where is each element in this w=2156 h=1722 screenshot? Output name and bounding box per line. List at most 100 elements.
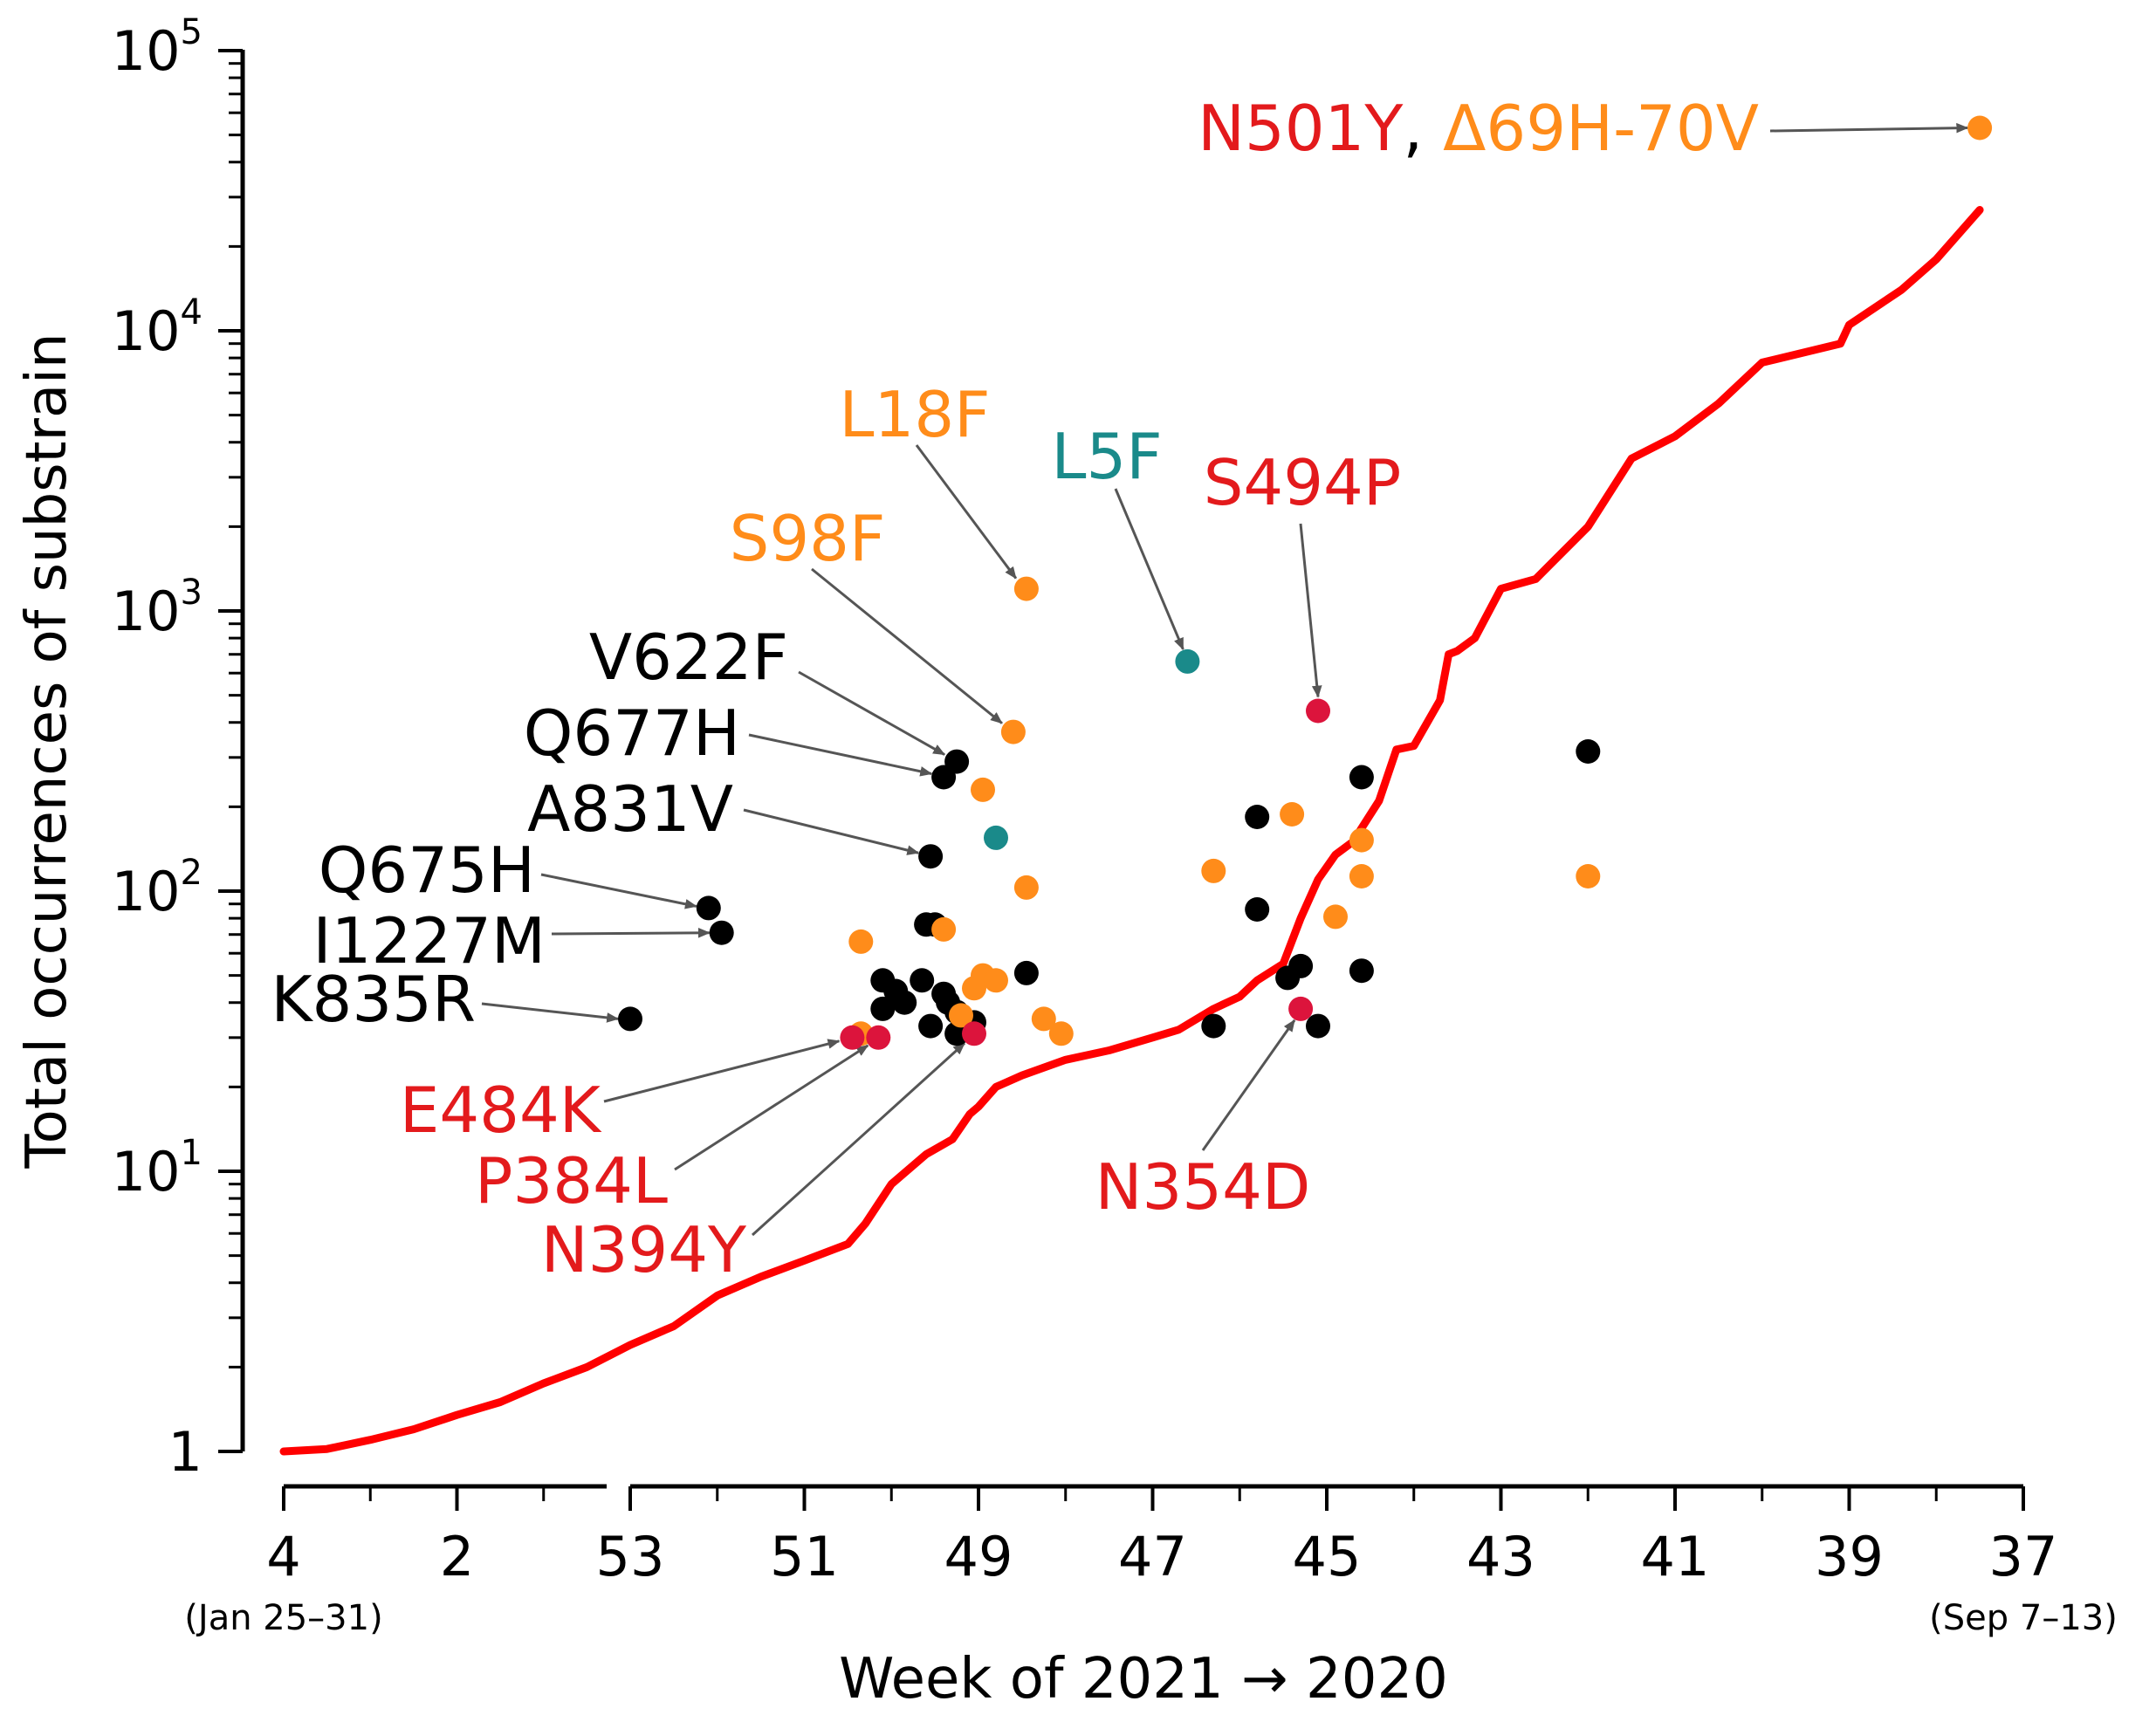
data-point-black — [944, 1021, 970, 1046]
annotation-arrow — [811, 567, 1003, 724]
annotation-arrow — [915, 444, 1018, 580]
data-point-orange — [949, 1003, 973, 1028]
data-point-black — [1245, 897, 1270, 922]
data-point-orange — [1048, 1021, 1074, 1046]
data-point-black — [1201, 1013, 1226, 1039]
annotation-n501y-part: N501Y — [1198, 92, 1404, 165]
annotation-arrow — [603, 1039, 841, 1103]
y-tick-base: 10 — [112, 580, 181, 643]
annotation-arrow — [1201, 1019, 1296, 1151]
annotation-n394y: N394Y — [541, 1213, 747, 1286]
annotation-arrow — [551, 928, 711, 938]
annotation-arrow — [743, 808, 920, 855]
x-tick-label: 39 — [1815, 1525, 1884, 1588]
annotation-n501y-d69h70v: N501Y, Δ69H-70V — [1198, 92, 1759, 165]
x-sublabel-first: (Jan 25–31) — [184, 1598, 382, 1638]
y-tick-base: 10 — [112, 860, 181, 923]
data-point-black — [1288, 953, 1314, 978]
annotation-arrow — [674, 1044, 869, 1171]
data-point-black — [1349, 765, 1374, 790]
annotation-d69h70v-part: Δ69H-70V — [1443, 92, 1759, 165]
x-tick-label: 43 — [1466, 1525, 1535, 1588]
x-tick-label: 2 — [440, 1525, 474, 1588]
data-point-orange — [962, 976, 986, 1001]
data-point-orange — [971, 777, 995, 802]
x-tick-label: 37 — [1989, 1525, 2058, 1588]
x-sublabel-last: (Sep 7–13) — [1929, 1598, 2118, 1638]
data-point-orange — [1013, 875, 1039, 900]
data-point-black — [1245, 805, 1270, 829]
point-k835r — [618, 1006, 642, 1032]
x-ticks: 4 2 53 51 49 47 45 43 41 39 37 — [266, 1486, 2057, 1588]
annotation-a831v: A831V — [527, 772, 733, 846]
y-tick-label: 105 — [112, 12, 203, 83]
annotation-comma: , — [1403, 92, 1443, 165]
y-tick-base: 10 — [112, 299, 181, 363]
data-point-orange — [1349, 864, 1374, 888]
annotation-q675h: Q675H — [319, 834, 535, 907]
data-point-orange — [1031, 1006, 1056, 1032]
point-q677h — [931, 765, 957, 790]
x-tick-label: 53 — [596, 1525, 665, 1588]
y-tick-label: 103 — [112, 573, 203, 643]
point-p384l — [866, 1025, 891, 1050]
data-point-black — [918, 1013, 944, 1039]
y-tick-base: 10 — [112, 1140, 181, 1204]
curve-layer — [279, 206, 1984, 1456]
y-tick-base: 1 — [168, 1420, 203, 1484]
annotation-arrow — [540, 873, 697, 909]
y-tick-exponent: 5 — [181, 12, 203, 52]
data-point-black — [910, 968, 935, 993]
point-s98f — [1000, 719, 1026, 744]
data-point-teal — [984, 825, 1008, 850]
data-point-black — [1013, 960, 1039, 985]
point-n501y-69h-70v — [1967, 115, 1993, 141]
point-s494p — [1306, 698, 1330, 724]
y-tick-exponent: 2 — [181, 853, 203, 893]
point-a831v — [918, 844, 944, 869]
x-tick-label: 47 — [1118, 1525, 1187, 1588]
annotation-l5f: L5F — [1051, 420, 1162, 493]
annotation-arrow — [748, 733, 933, 777]
annotation-s98f: S98F — [730, 502, 886, 575]
y-tick-base: 10 — [112, 19, 181, 83]
point-n354d — [1288, 996, 1314, 1021]
data-point-orange — [1280, 802, 1305, 827]
data-point-black — [1349, 958, 1374, 984]
annotation-arrow — [481, 1002, 620, 1023]
y-tick-label: 102 — [112, 853, 203, 923]
point-e484k — [840, 1025, 865, 1050]
annotation-arrow — [1299, 523, 1322, 698]
point-l5f — [1175, 648, 1200, 674]
x-tick-label: 4 — [266, 1525, 300, 1588]
annotations: N501Y, Δ69H-70V L18F L5F S494P S98F V622… — [271, 92, 1759, 1286]
annotation-arrows — [481, 122, 1969, 1237]
y-tick-label: 1 — [168, 1420, 203, 1484]
point-l18f — [1013, 576, 1039, 601]
x-tick-label: 51 — [770, 1525, 839, 1588]
data-point-orange — [1576, 864, 1601, 888]
x-axis: 4 2 53 51 49 47 45 43 41 39 37 (Jan 25–31) (Sep 7–… — [184, 1484, 2118, 1638]
data-point-orange — [984, 968, 1008, 993]
annotation-arrow — [1114, 488, 1184, 651]
data-point-black — [1576, 739, 1601, 764]
curve-n501y-total — [279, 206, 1984, 1456]
annotation-q677h: Q677H — [524, 696, 740, 770]
y-tick-exponent: 4 — [181, 292, 203, 333]
data-point-orange — [848, 929, 874, 954]
data-point-orange — [1349, 827, 1374, 853]
data-point-black — [1306, 1013, 1330, 1039]
annotation-i1227m: I1227M — [312, 904, 546, 978]
annotation-arrow — [1769, 122, 1969, 134]
x-tick-label: 41 — [1641, 1525, 1710, 1588]
y-tick-label: 104 — [112, 292, 203, 363]
point-layer — [618, 115, 1993, 1050]
point-i1227m — [709, 920, 734, 945]
annotation-k835r: K835R — [271, 963, 476, 1036]
data-point-orange — [931, 916, 957, 942]
annotation-arrow — [751, 1042, 966, 1237]
annotation-l18f: L18F — [839, 378, 990, 451]
